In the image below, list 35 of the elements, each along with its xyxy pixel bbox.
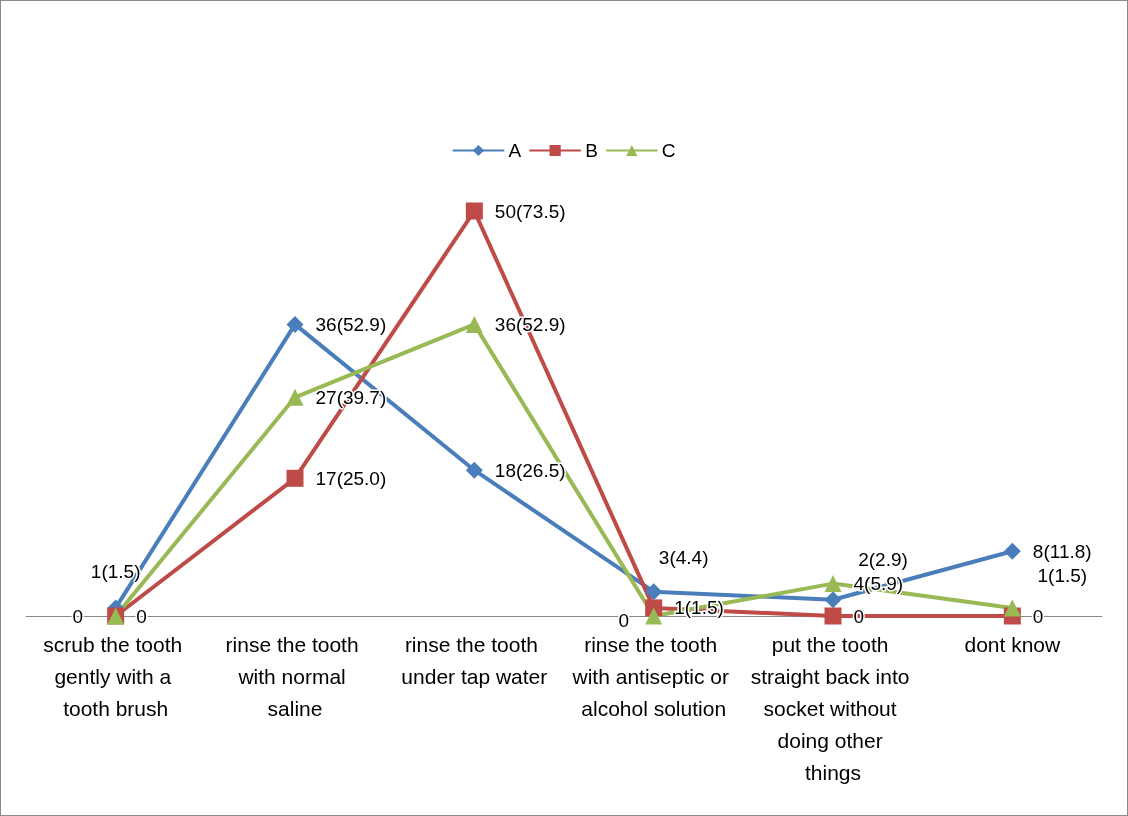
data-label: 0 <box>136 605 147 627</box>
point <box>465 202 483 220</box>
point <box>645 607 663 625</box>
x-tick-label: scrub the tooth gently with a tooth brush <box>43 632 189 720</box>
data-label: 3(4.4) <box>658 547 709 569</box>
point <box>824 607 842 625</box>
point <box>824 591 842 609</box>
data-label: 8(11.8) <box>1032 540 1092 562</box>
data-label: 1(1.5) <box>674 597 724 619</box>
point <box>1003 542 1021 560</box>
x-tick-label: put the tooth straight back into socket without doing other things <box>750 632 916 784</box>
legend-label: B <box>585 140 598 161</box>
legend-label: C <box>661 140 676 161</box>
point <box>645 583 663 601</box>
data-label: 0 <box>72 605 84 627</box>
point <box>286 388 304 406</box>
x-tick-label: rinse the tooth with normal saline <box>225 632 365 720</box>
data-label: 1(1.5) <box>1037 565 1088 587</box>
data-label: 2(2.9) <box>858 549 908 571</box>
point <box>824 575 842 593</box>
x-tick-label: dont know <box>964 632 1062 656</box>
data-label: 0 <box>1032 605 1044 627</box>
point <box>286 315 304 333</box>
point <box>1003 599 1021 617</box>
x-tick-label: rinse the tooth under tap water <box>401 632 548 688</box>
point <box>465 461 483 479</box>
data-label: 0 <box>618 609 630 631</box>
data-label: 50(73.5) <box>494 200 566 222</box>
x-tick-label: rinse the tooth with antiseptic or alcohol solution <box>571 632 735 720</box>
legend-label: A <box>508 140 522 161</box>
data-label: 17(25.0) <box>315 467 387 489</box>
point <box>286 469 304 487</box>
data-label: 18(26.5) <box>494 459 566 481</box>
point <box>465 315 483 333</box>
data-label: 36(52.9) <box>315 313 387 335</box>
